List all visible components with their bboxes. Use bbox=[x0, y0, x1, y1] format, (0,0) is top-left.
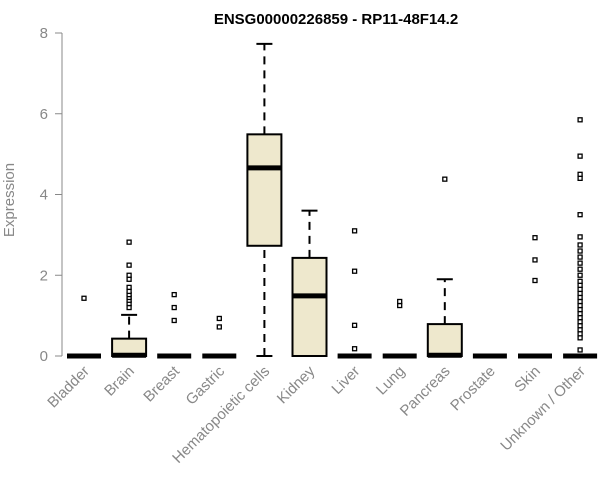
outlier-point bbox=[577, 266, 583, 272]
outlier-point bbox=[126, 284, 132, 291]
outlier-point bbox=[81, 295, 87, 301]
outlier-point bbox=[442, 176, 448, 182]
outlier-point bbox=[351, 268, 358, 274]
box-iqr bbox=[291, 256, 328, 358]
y-tick-label: 6 bbox=[40, 106, 48, 123]
outlier-point bbox=[577, 171, 583, 177]
outlier-point bbox=[577, 260, 583, 266]
y-tick-label: 0 bbox=[40, 348, 48, 365]
y-tick-label: 8 bbox=[40, 25, 48, 42]
y-tick-label: 2 bbox=[40, 267, 48, 284]
y-tick-label: 4 bbox=[40, 187, 48, 204]
outlier-point bbox=[577, 212, 583, 218]
y-axis-label: Expression bbox=[1, 163, 18, 237]
x-tick-label: Bladder bbox=[44, 363, 93, 412]
box-liver bbox=[337, 228, 372, 359]
boxes-layer bbox=[67, 42, 598, 359]
box-hematopoietic-cells bbox=[246, 42, 283, 357]
outlier-point bbox=[397, 298, 403, 305]
x-tick-label: Prostate bbox=[447, 363, 499, 415]
outlier-point bbox=[126, 239, 132, 245]
outlier-point bbox=[216, 315, 222, 322]
box-bladder bbox=[67, 295, 101, 359]
outlier-point bbox=[126, 262, 132, 268]
x-tick-label: Skin bbox=[511, 363, 544, 396]
x-tick-label: Pancreas bbox=[397, 363, 454, 420]
outlier-point bbox=[577, 254, 583, 260]
outlier-point bbox=[171, 304, 177, 311]
box-skin bbox=[518, 235, 552, 359]
outlier-point bbox=[577, 278, 583, 284]
outlier-point bbox=[532, 235, 538, 241]
chart-title: ENSG00000226859 - RP11-48F14.2 bbox=[214, 11, 458, 28]
x-tick-label: Breast bbox=[140, 362, 183, 405]
x-tick-label: Lung bbox=[373, 363, 409, 399]
x-tick-label: Brain bbox=[101, 363, 138, 400]
outlier-point bbox=[532, 277, 538, 284]
box-pancreas bbox=[426, 176, 463, 358]
outlier-point bbox=[577, 153, 583, 159]
x-tick-label: Liver bbox=[328, 363, 363, 398]
box-kidney bbox=[291, 209, 328, 358]
x-tick-label: Kidney bbox=[274, 362, 319, 407]
box-iqr bbox=[246, 133, 283, 247]
outlier-point bbox=[216, 324, 222, 330]
outlier-point bbox=[351, 228, 358, 234]
outlier-point bbox=[351, 322, 358, 328]
box-unknown-other bbox=[563, 117, 598, 359]
outlier-point bbox=[126, 272, 132, 278]
outlier-point bbox=[532, 257, 538, 263]
outlier-point bbox=[577, 248, 583, 254]
y-axis-ticks: 0 2 4 6 8 bbox=[40, 25, 62, 365]
outlier-point bbox=[577, 272, 583, 278]
box-brain bbox=[111, 239, 148, 358]
outlier-point bbox=[351, 346, 358, 352]
outlier-point bbox=[577, 234, 583, 240]
box-breast bbox=[157, 291, 192, 359]
outlier-point bbox=[171, 317, 177, 324]
box-gastric bbox=[202, 315, 237, 359]
box-lung bbox=[382, 298, 417, 359]
outlier-point bbox=[577, 242, 583, 248]
box-iqr bbox=[426, 323, 463, 358]
outlier-point bbox=[577, 347, 583, 353]
outlier-point bbox=[577, 117, 583, 123]
outlier-point bbox=[171, 291, 177, 298]
x-tick-label: Unknown / Other bbox=[497, 363, 589, 455]
